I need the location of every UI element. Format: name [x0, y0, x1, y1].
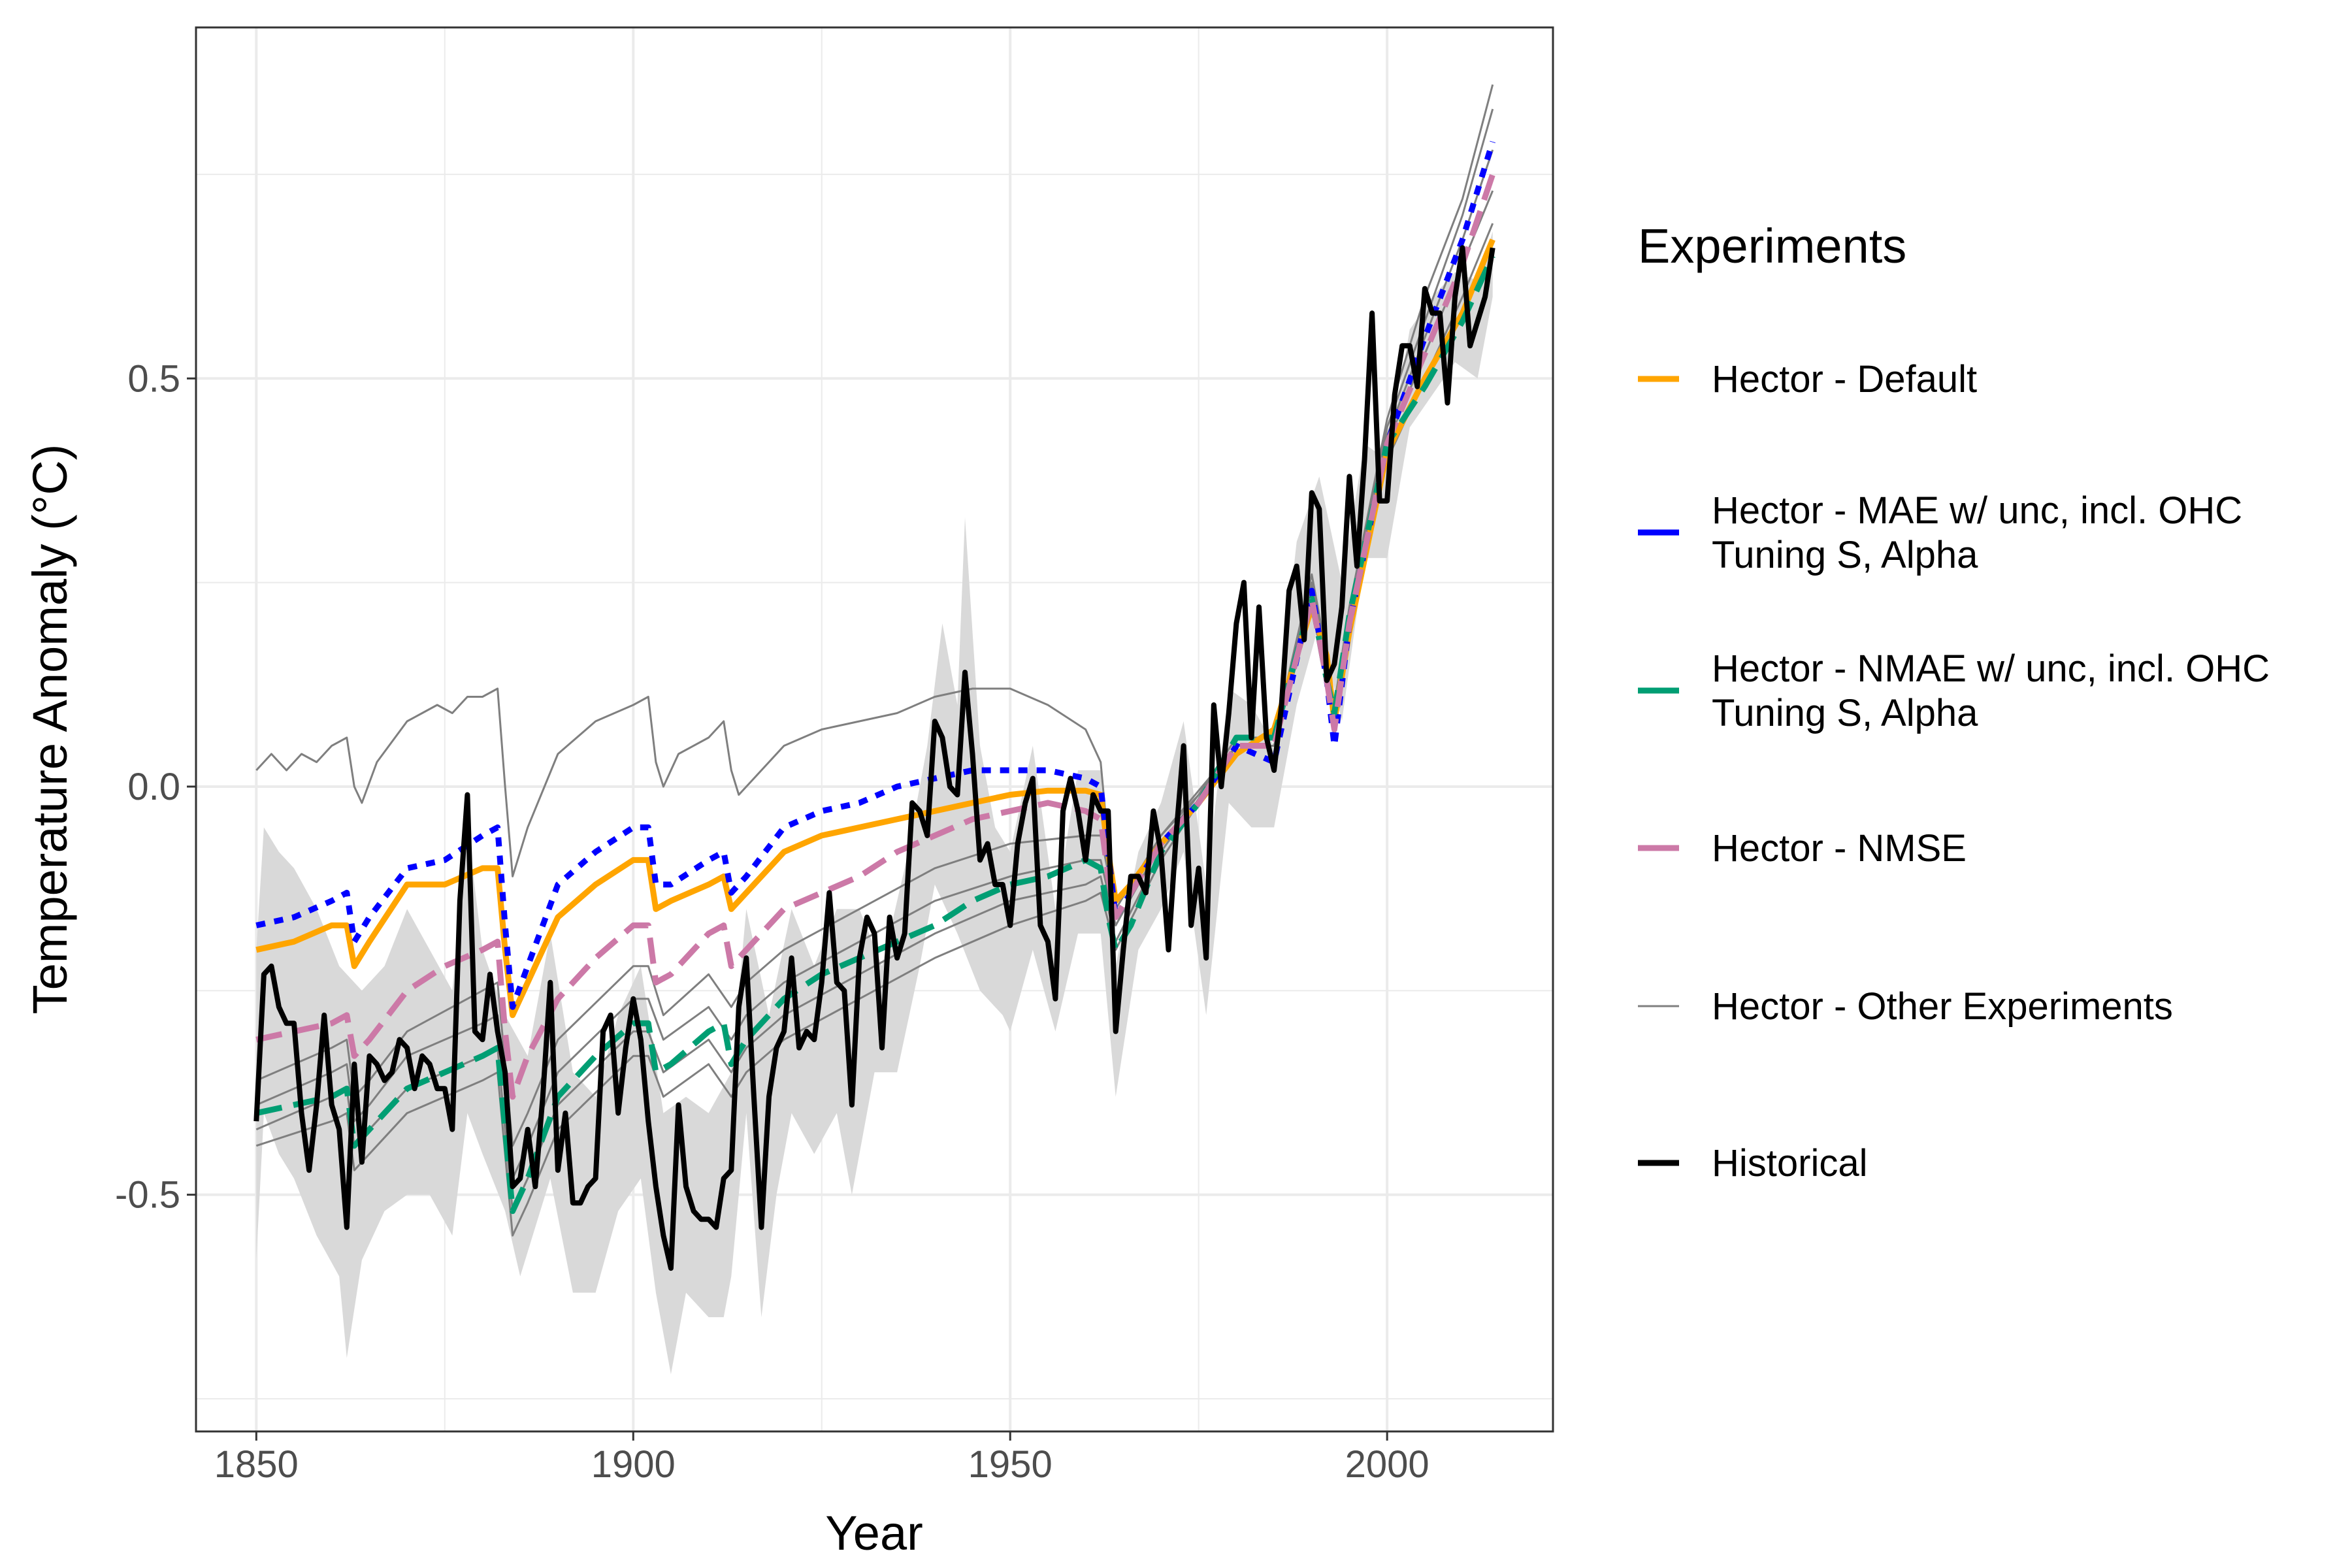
legend-label-line: Hector - MAE w/ unc, incl. OHC [1712, 489, 2242, 532]
legend-label-line: Historical [1712, 1142, 1868, 1184]
y-tick-label: 0.0 [127, 766, 180, 808]
plot-panel [196, 27, 1553, 1431]
series-layer [253, 84, 1496, 1271]
legend-label-line: Tuning S, Alpha [1712, 692, 1978, 734]
x-tick-label: 2000 [1345, 1443, 1429, 1486]
legend-label: Hector - Default [1712, 358, 1977, 400]
series-line-hector-nmae-w-unc-incl-ohc-tuning-s-alpha-2 [255, 254, 1495, 1215]
series-line-historical-9 [253, 245, 1495, 1271]
x-tick-label: 1900 [591, 1443, 676, 1486]
y-tick-label: 0.5 [127, 357, 180, 400]
legend-label-line: Hector - NMSE [1712, 827, 1967, 870]
x-tick-label: 1950 [968, 1443, 1053, 1486]
legend-label-line: Hector - Other Experiments [1712, 985, 2173, 1028]
x-axis-ticks: 1850 1900 1950 2000 [214, 1431, 1429, 1486]
x-axis-label: Year [825, 1506, 923, 1560]
legend-label: Hector - MAE w/ unc, incl. OHC Tuning S, … [1712, 489, 2242, 576]
legend-label-line: Tuning S, Alpha [1712, 534, 1978, 576]
x-tick-label: 1850 [214, 1443, 299, 1486]
y-axis-label: Temperature Anomaly (°C) [23, 444, 77, 1015]
legend-label: Hector - Other Experiments [1712, 985, 2173, 1028]
y-tick-label: -0.5 [115, 1174, 180, 1217]
y-axis-ticks: -0.5 0.0 0.5 [115, 357, 196, 1217]
legend-title: Experiments [1638, 219, 1906, 273]
grid-lines [196, 27, 1553, 1431]
legend-label-line: Hector - Default [1712, 358, 1977, 400]
plot-border [195, 26, 1554, 1433]
legend-label: Historical [1712, 1142, 1868, 1184]
legend-label: Hector - NMSE [1712, 827, 1967, 870]
legend-label-line: Hector - NMAE w/ unc, incl. OHC [1712, 647, 2270, 690]
legend: Experiments Hector - Default Hector - MAE… [1638, 219, 2270, 1184]
legend-label: Hector - NMAE w/ unc, incl. OHC Tuning S,… [1712, 647, 2270, 734]
